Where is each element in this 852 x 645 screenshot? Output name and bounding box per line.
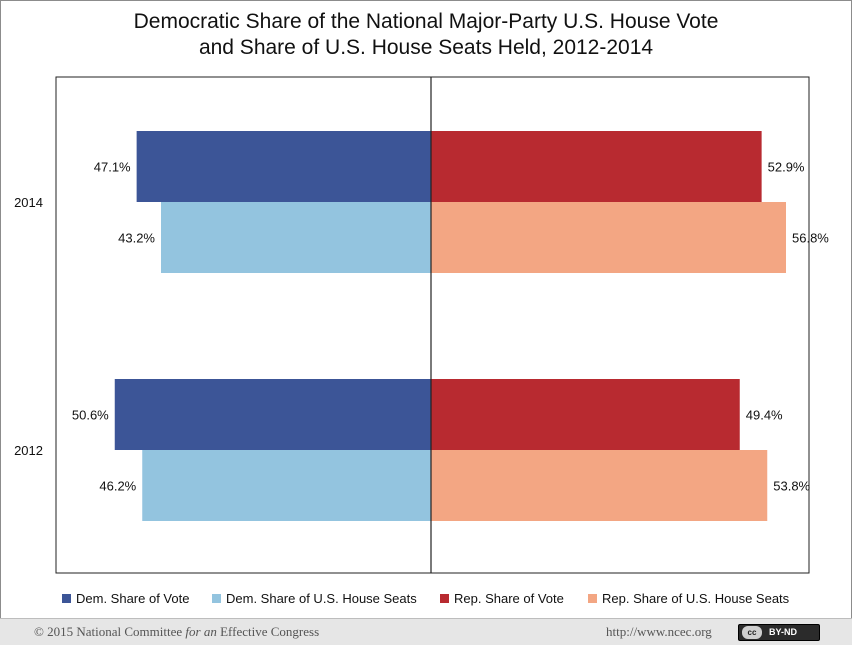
legend-item-dem-seats: Dem. Share of U.S. House Seats	[212, 591, 417, 606]
bar	[431, 202, 786, 273]
copyright-prefix: © 2015 National Committee	[34, 624, 186, 639]
legend-item-rep-vote: Rep. Share of Vote	[440, 591, 564, 606]
copyright-italic: for an	[185, 624, 217, 639]
bar	[431, 379, 740, 450]
chart-plot: 2014 47.1% 43.2% 52.9% 56.8% 2012 50.6% 46.2% 49…	[14, 76, 829, 574]
data-label: 53.8%	[773, 479, 810, 494]
legend-item-dem-vote: Dem. Share of Vote	[62, 591, 189, 606]
legend-label: Rep. Share of U.S. House Seats	[602, 591, 790, 606]
chart-title-line-2: and Share of U.S. House Seats Held, 2012…	[198, 36, 654, 59]
category-label: 2012	[14, 443, 43, 458]
legend-swatch	[62, 594, 71, 603]
data-label: 43.2%	[118, 231, 155, 246]
chart-title-line-1: Democratic Share of the National Major-P…	[133, 10, 719, 33]
bar	[136, 131, 431, 202]
data-label: 47.1%	[94, 160, 131, 175]
footer: © 2015 National Committee for an Effecti…	[0, 618, 852, 645]
legend-swatch	[588, 594, 597, 603]
license-badge[interactable]: cc BY-ND	[738, 624, 820, 641]
data-label: 52.9%	[768, 160, 805, 175]
license-text: BY-ND	[769, 627, 798, 637]
legend-label: Dem. Share of U.S. House Seats	[226, 591, 417, 606]
legend-item-rep-seats: Rep. Share of U.S. House Seats	[588, 591, 789, 606]
bar	[431, 131, 762, 202]
bar	[142, 450, 431, 521]
footer-url-link[interactable]: http://www.ncec.org	[606, 624, 712, 639]
copyright-text: © 2015 National Committee for an Effecti…	[34, 624, 319, 640]
legend-label: Dem. Share of Vote	[76, 591, 190, 606]
chart-legend: Dem. Share of Vote Dem. Share of U.S. Ho…	[62, 591, 832, 609]
legend-label: Rep. Share of Vote	[454, 591, 564, 606]
data-label: 46.2%	[99, 479, 136, 494]
data-label: 56.8%	[792, 231, 829, 246]
copyright-suffix: Effective Congress	[216, 624, 320, 639]
bar	[161, 202, 431, 273]
bar	[114, 379, 431, 450]
category-label: 2014	[14, 195, 43, 210]
data-label: 50.6%	[72, 408, 109, 423]
bar	[431, 450, 768, 521]
data-label: 49.4%	[746, 408, 783, 423]
legend-swatch	[440, 594, 449, 603]
cc-icon: cc	[742, 626, 762, 639]
legend-swatch	[212, 594, 221, 603]
